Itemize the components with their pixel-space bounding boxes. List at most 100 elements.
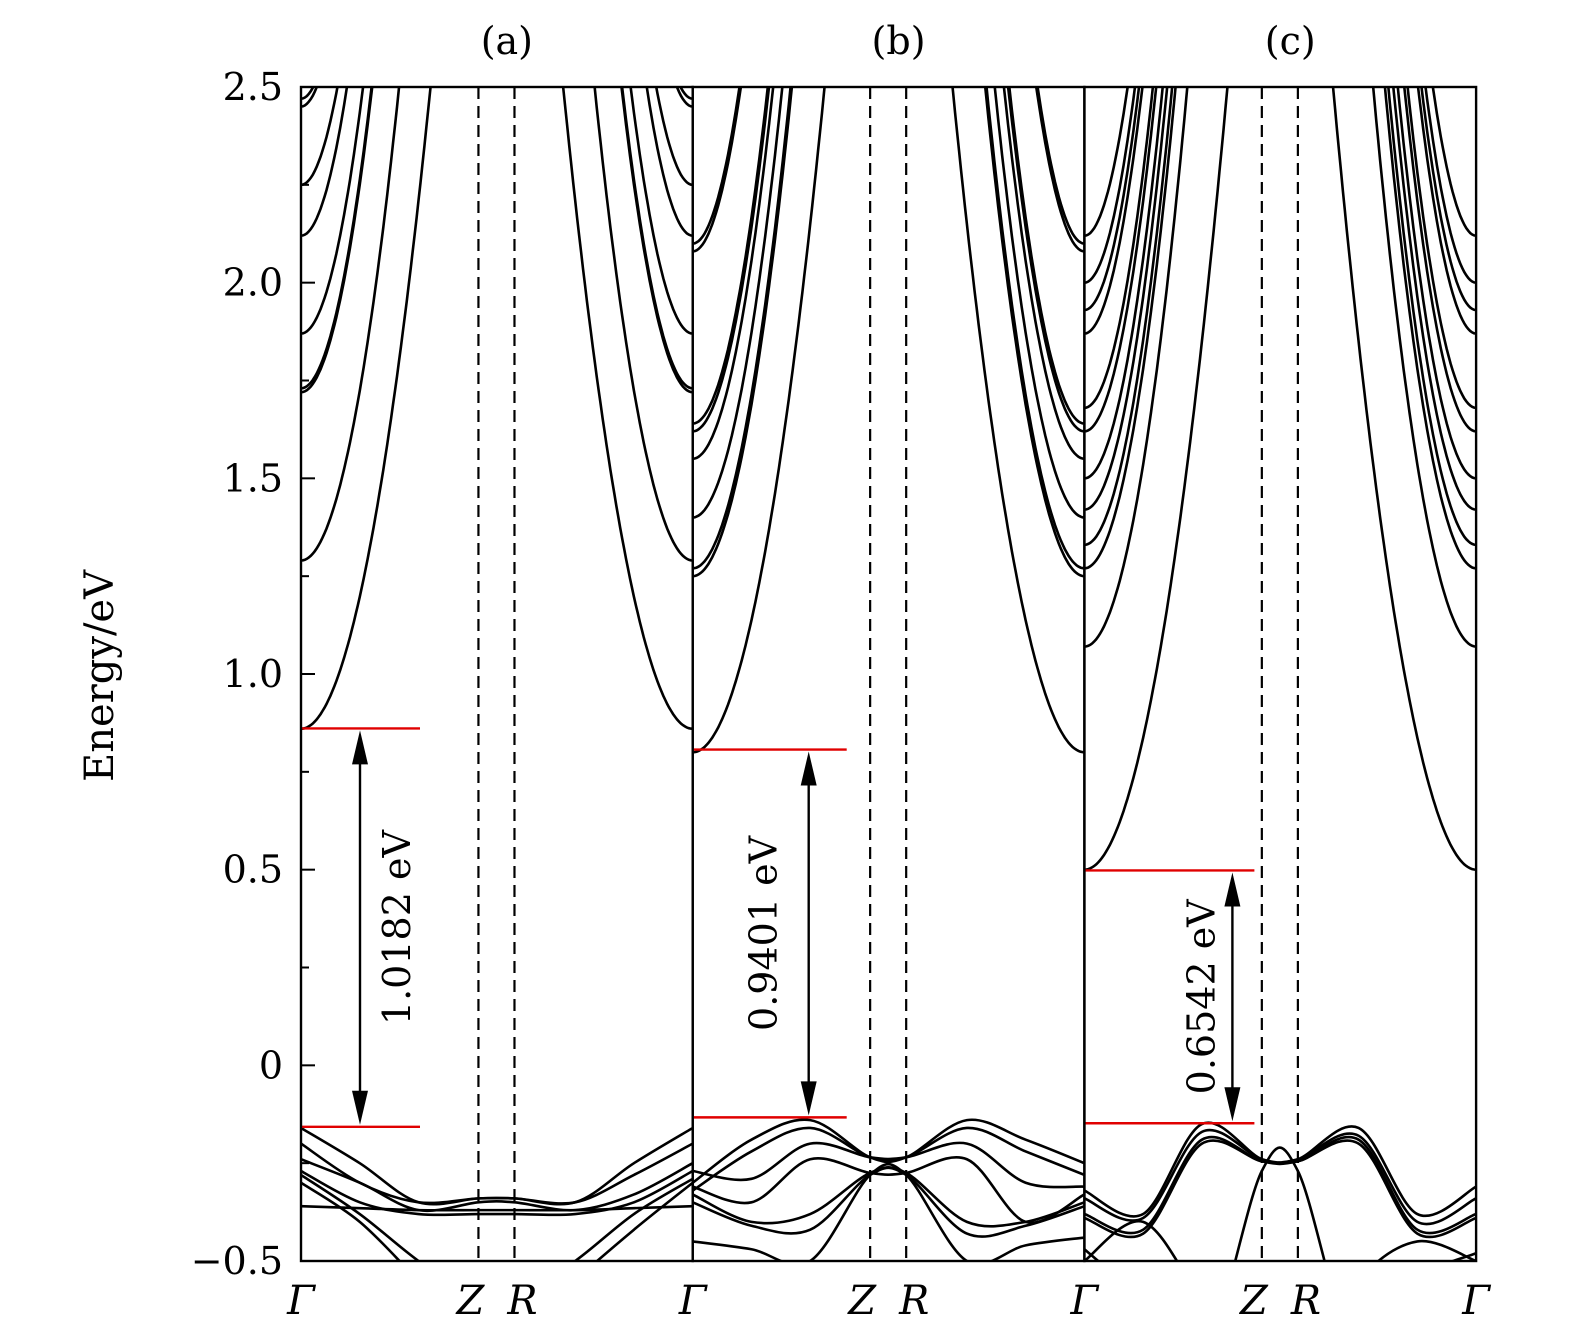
arrow-head-down bbox=[1224, 1087, 1241, 1122]
y-tick-label: 2.5 bbox=[223, 65, 283, 109]
conduction-band bbox=[1084, 87, 1129, 237]
conduction-band bbox=[301, 87, 373, 390]
valence-band bbox=[1084, 1219, 1477, 1261]
valence-band bbox=[301, 1126, 693, 1206]
valence-band bbox=[1084, 1121, 1477, 1218]
valence-band bbox=[692, 1126, 1085, 1192]
conduction-band bbox=[1424, 87, 1477, 284]
valence-band bbox=[301, 1158, 693, 1213]
conduction-band bbox=[1331, 87, 1477, 871]
panel-title: (b) bbox=[872, 19, 926, 63]
conduction-band bbox=[993, 87, 1085, 519]
conduction-band bbox=[692, 87, 784, 519]
k-point-label: R bbox=[1290, 1278, 1321, 1324]
conduction-band bbox=[1084, 87, 1177, 570]
y-tick-label: 1.5 bbox=[223, 456, 283, 500]
conduction-band bbox=[1034, 87, 1085, 253]
conduction-band bbox=[645, 87, 693, 237]
conduction-band bbox=[1084, 87, 1158, 433]
conduction-band bbox=[301, 87, 401, 562]
conduction-band bbox=[1008, 87, 1085, 425]
arrow-head-up bbox=[1224, 872, 1241, 907]
panel-title: (c) bbox=[1265, 19, 1316, 63]
panel-frame bbox=[1083, 85, 1478, 1263]
arrow-head-up bbox=[352, 730, 368, 765]
k-point-label: Z bbox=[1238, 1278, 1269, 1324]
arrow-head-down bbox=[352, 1090, 368, 1125]
panel-title: (a) bbox=[481, 19, 533, 63]
conduction-band bbox=[1383, 87, 1477, 570]
labels-layer: 1.0182 eV(a)Γ Z R Γ0.9401 eV(b)Z R Γ0.6542 eV… bbox=[191, 19, 1491, 1324]
arrow-head-up bbox=[800, 751, 817, 786]
conduction-band bbox=[1084, 87, 1144, 335]
conduction-band bbox=[951, 87, 1085, 754]
conduction-band bbox=[692, 87, 775, 461]
valence-band bbox=[301, 1181, 693, 1261]
gap-label: 0.6542 eV bbox=[1179, 899, 1223, 1095]
conduction-band bbox=[1420, 87, 1477, 312]
y-tick-label: 2.0 bbox=[223, 261, 283, 305]
valence-band bbox=[1084, 1128, 1477, 1226]
conduction-band bbox=[692, 87, 743, 253]
conduction-band bbox=[654, 87, 693, 187]
conduction-band bbox=[679, 87, 693, 100]
conduction-band bbox=[1084, 87, 1165, 480]
conduction-band bbox=[301, 87, 349, 237]
conduction-band bbox=[1416, 87, 1477, 335]
conduction-band bbox=[1084, 87, 1229, 871]
conduction-band bbox=[561, 87, 693, 731]
conduction-band bbox=[301, 87, 319, 108]
panel-bands-2 bbox=[1084, 87, 1477, 1261]
conduction-band bbox=[692, 87, 741, 245]
gap-label: 0.9401 eV bbox=[742, 835, 786, 1031]
valence-band bbox=[692, 1156, 1085, 1224]
k-point-label: Γ bbox=[286, 1278, 316, 1324]
conduction-band bbox=[1002, 87, 1085, 461]
valence-band bbox=[301, 1204, 693, 1212]
valence-band bbox=[692, 1166, 1085, 1238]
k-point-label: Z bbox=[455, 1278, 486, 1324]
conduction-band bbox=[1084, 87, 1141, 312]
k-point-label: R bbox=[506, 1278, 537, 1324]
valence-band bbox=[692, 1166, 1085, 1228]
conduction-band bbox=[1084, 87, 1155, 410]
conduction-band bbox=[1392, 87, 1477, 511]
conduction-band bbox=[1402, 87, 1477, 433]
k-point-label: R bbox=[898, 1278, 929, 1324]
conduction-band bbox=[1084, 87, 1189, 648]
conduction-band bbox=[1084, 87, 1174, 547]
panel-bands-0 bbox=[301, 87, 693, 1261]
frames-layer bbox=[299, 85, 1478, 1263]
conduction-band bbox=[692, 87, 826, 754]
conduction-band bbox=[301, 87, 432, 731]
valence-band bbox=[692, 1162, 1085, 1261]
valence-band bbox=[692, 1141, 1085, 1189]
conduction-band bbox=[1406, 87, 1477, 410]
k-point-label: Γ bbox=[1070, 1278, 1100, 1324]
conduction-band bbox=[620, 87, 693, 390]
arrow-head-down bbox=[800, 1081, 817, 1116]
conduction-band bbox=[1396, 87, 1477, 480]
y-tick-label: 0 bbox=[259, 1043, 283, 1087]
conduction-band bbox=[301, 87, 374, 394]
gap-label: 1.0182 eV bbox=[375, 830, 419, 1026]
conduction-band bbox=[620, 87, 693, 394]
conduction-band bbox=[692, 87, 770, 425]
k-point-label: Z bbox=[846, 1278, 877, 1324]
conduction-band bbox=[629, 87, 693, 335]
conduction-band bbox=[1431, 87, 1477, 237]
y-tick-label: −0.5 bbox=[191, 1239, 283, 1283]
panel-bands-1 bbox=[692, 87, 1085, 1261]
conduction-band bbox=[985, 87, 1085, 570]
conduction-band bbox=[301, 87, 339, 187]
conduction-band bbox=[301, 87, 315, 100]
bands-layer bbox=[301, 87, 1477, 1261]
valence-band bbox=[301, 1173, 693, 1261]
valence-band bbox=[301, 1169, 693, 1217]
conduction-band bbox=[1387, 87, 1477, 547]
conduction-band bbox=[675, 87, 693, 108]
k-point-label: Γ bbox=[678, 1278, 708, 1324]
conduction-band bbox=[593, 87, 693, 562]
k-point-label: Γ bbox=[1461, 1278, 1491, 1324]
